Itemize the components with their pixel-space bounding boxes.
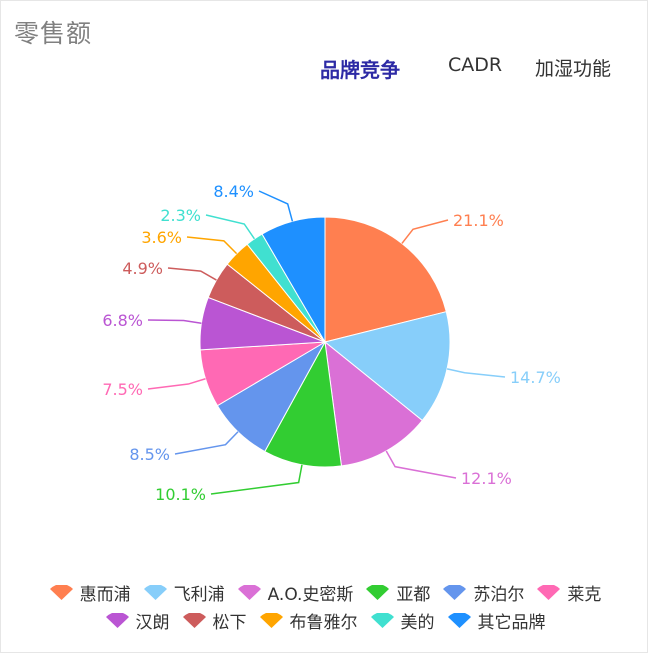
slice-data-label: 3.6%	[141, 228, 182, 247]
legend-label: 亚都	[396, 584, 431, 605]
legend-swatch-icon	[237, 584, 261, 600]
legend-swatch-icon	[49, 584, 73, 600]
legend-item[interactable]: 布鲁雅尔	[259, 608, 358, 633]
legend-label: 其它品牌	[477, 612, 546, 633]
legend-swatch-icon	[366, 584, 390, 600]
legend-label: A.O.史密斯	[267, 584, 354, 605]
label-line	[385, 450, 457, 479]
legend-item[interactable]: 美的	[370, 608, 435, 633]
tab-brand-competition[interactable]: 品牌竞争	[320, 58, 400, 82]
legend-label: 惠而浦	[79, 584, 131, 605]
legend-item[interactable]: 惠而浦	[49, 580, 131, 605]
legend-item[interactable]: 亚都	[365, 580, 430, 605]
legend-item[interactable]: 松下	[182, 608, 247, 633]
slice-data-label: 4.9%	[122, 259, 163, 278]
legend-swatch-icon	[182, 612, 206, 628]
label-line	[167, 267, 217, 281]
label-line	[174, 431, 239, 455]
tab-cadr[interactable]: CADR	[448, 54, 503, 76]
legend-row: 惠而浦 飞利浦 A.O.史密斯 亚都 苏泊尔 莱克	[0, 578, 650, 606]
label-line	[205, 214, 256, 240]
pie-chart: 21.1% 14.7% 12.1% 10.1% 8.5% 7.5% 6.8% 4.9% 3.6%…	[102, 182, 561, 504]
pie-slice[interactable]	[261, 216, 326, 344]
legend-label: 苏泊尔	[473, 584, 525, 605]
slice-data-label: 6.8%	[102, 311, 143, 330]
legend-label: 松下	[212, 612, 247, 633]
legend-label: 布鲁雅尔	[289, 612, 358, 633]
legend-swatch-icon	[443, 584, 467, 600]
legend-label: 汉朗	[135, 612, 170, 633]
legend-swatch-icon	[370, 612, 394, 628]
label-line	[186, 236, 238, 255]
label-line	[210, 464, 303, 495]
slice-data-label: 8.4%	[213, 182, 254, 201]
label-line	[258, 190, 294, 222]
label-line	[147, 319, 202, 324]
legend-swatch-icon	[105, 612, 129, 628]
slice-data-label: 2.3%	[160, 206, 201, 225]
legend-item[interactable]: 汉朗	[105, 608, 170, 633]
label-line	[147, 378, 206, 390]
legend-swatch-icon	[259, 612, 283, 628]
page-title: 零售额	[14, 19, 93, 48]
slice-data-label: 7.5%	[102, 380, 143, 399]
pie-slice[interactable]	[323, 311, 451, 422]
chart-legend: 惠而浦 飞利浦 A.O.史密斯 亚都 苏泊尔 莱克 汉朗 松下 布鲁雅尔 美的 其它品牌	[0, 578, 650, 634]
slice-data-label: 14.7%	[510, 368, 561, 387]
legend-swatch-icon	[537, 584, 561, 600]
legend-item[interactable]: 莱克	[536, 580, 601, 605]
legend-item[interactable]: 苏泊尔	[442, 580, 524, 605]
legend-item[interactable]: A.O.史密斯	[237, 580, 354, 605]
legend-swatch-icon	[143, 584, 167, 600]
legend-item[interactable]: 飞利浦	[143, 580, 225, 605]
tab-humidification[interactable]: 加湿功能	[535, 58, 612, 80]
legend-item[interactable]: 其它品牌	[447, 608, 546, 633]
legend-swatch-icon	[447, 612, 471, 628]
pie-slice[interactable]	[324, 340, 424, 467]
label-line	[446, 368, 506, 378]
slice-data-label: 21.1%	[453, 211, 504, 230]
slice-data-label: 8.5%	[129, 445, 170, 464]
legend-label: 莱克	[567, 584, 602, 605]
slice-data-label: 10.1%	[155, 485, 206, 504]
tab-bar: 品牌竞争 CADR 加湿功能	[0, 54, 650, 84]
label-line	[401, 219, 449, 244]
pie-slice[interactable]	[264, 340, 343, 468]
legend-label: 美的	[400, 612, 435, 633]
legend-row: 汉朗 松下 布鲁雅尔 美的 其它品牌	[0, 606, 650, 634]
slice-data-label: 12.1%	[461, 469, 512, 488]
legend-label: 飞利浦	[173, 584, 225, 605]
